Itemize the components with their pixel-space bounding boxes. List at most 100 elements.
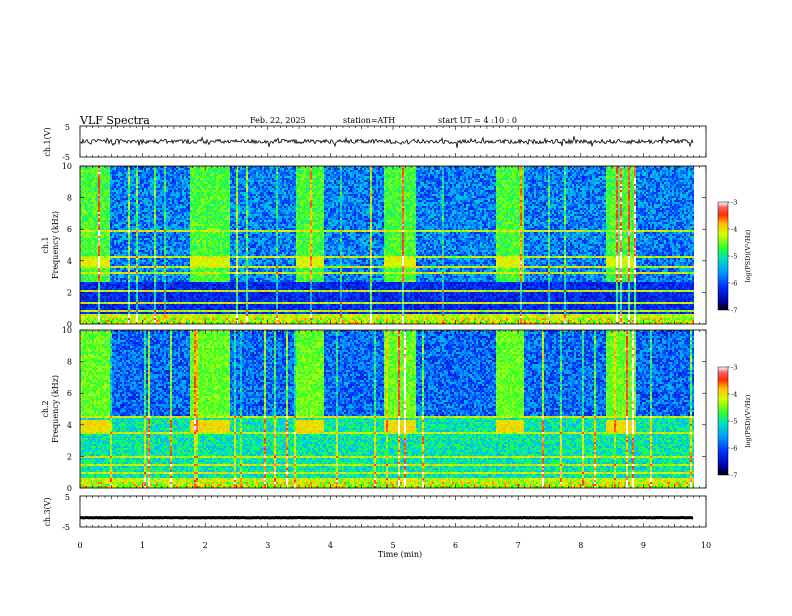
spectrogram-cell xyxy=(126,224,128,226)
spectrogram-cell xyxy=(134,316,136,318)
spectrogram-cell xyxy=(118,294,120,296)
spectrogram-cell xyxy=(124,226,126,228)
spectrogram-cell xyxy=(184,206,186,208)
spectrogram-cell xyxy=(106,298,108,300)
spectrogram-cell xyxy=(166,256,168,258)
spectrogram-cell xyxy=(102,276,104,278)
spectrogram-cell xyxy=(118,262,120,264)
spectrogram-cell xyxy=(162,270,164,272)
spectrogram-cell xyxy=(158,238,160,240)
spectrogram-cell xyxy=(164,172,166,174)
spectrogram-cell xyxy=(110,228,112,230)
spectrogram-cell xyxy=(94,210,96,212)
spectrogram-cell xyxy=(114,308,116,310)
spectrogram-cell xyxy=(134,250,136,252)
spectrogram-cell xyxy=(138,200,140,202)
spectrogram-cell xyxy=(132,236,134,238)
spectrogram-cell xyxy=(184,304,186,306)
spectrogram-cell xyxy=(174,276,176,278)
spectrogram-cell xyxy=(162,288,164,290)
spectrogram-cell xyxy=(110,276,112,278)
spectrogram-cell xyxy=(130,278,132,280)
spectrogram-cell xyxy=(156,266,158,268)
spectrogram-cell xyxy=(136,280,138,282)
spectrogram-cell xyxy=(92,306,94,308)
spectrogram-cell xyxy=(160,184,162,186)
spectrogram-cell xyxy=(142,254,144,256)
spectrogram-cell xyxy=(194,306,196,308)
spectrogram-cell xyxy=(184,198,186,200)
spectrogram-cell xyxy=(126,242,128,244)
spectrogram-cell xyxy=(96,220,98,222)
spectrogram-cell xyxy=(94,222,96,224)
spectrogram-cell xyxy=(158,220,160,222)
spectrogram-cell xyxy=(196,218,198,220)
spectrogram-cell xyxy=(126,198,128,200)
spectrogram-cell xyxy=(116,226,118,228)
spectrogram-cell xyxy=(192,208,194,210)
spectrogram-cell xyxy=(82,186,84,188)
spectrogram-cell xyxy=(126,218,128,220)
spectrogram-cell xyxy=(148,256,150,258)
spectrogram-cell xyxy=(154,302,156,304)
spectrogram-cell xyxy=(116,230,118,232)
spectrogram-cell xyxy=(194,198,196,200)
spectrogram-cell xyxy=(168,198,170,200)
spectrogram-cell xyxy=(154,252,156,254)
spectrogram-cell xyxy=(192,214,194,216)
spectrogram-cell xyxy=(196,240,198,242)
spectrogram-cell xyxy=(190,216,192,218)
spectrogram-cell xyxy=(162,204,164,206)
spectrogram-cell xyxy=(126,262,128,264)
spectrogram-cell xyxy=(108,218,110,220)
spectrogram-cell xyxy=(114,290,116,292)
spectrogram-cell xyxy=(174,270,176,272)
spectrogram-cell xyxy=(102,192,104,194)
spectrogram-cell xyxy=(164,222,166,224)
spectrogram-cell xyxy=(124,174,126,176)
spectrogram-cell xyxy=(190,312,192,314)
spectrogram-cell xyxy=(140,192,142,194)
spectrogram-cell xyxy=(88,228,90,230)
spectrogram-cell xyxy=(110,218,112,220)
spectrogram-cell xyxy=(136,282,138,284)
spectrogram-cell xyxy=(144,224,146,226)
spectrogram-cell xyxy=(196,290,198,292)
spectrogram-cell xyxy=(110,192,112,194)
spectrogram-cell xyxy=(180,256,182,258)
spectrogram-cell xyxy=(144,188,146,190)
spectrogram-cell xyxy=(138,304,140,306)
spectrogram-cell xyxy=(186,244,188,246)
spectrogram-cell xyxy=(92,264,94,266)
spectrogram-cell xyxy=(188,304,190,306)
spectrogram-cell xyxy=(90,206,92,208)
spectrogram-cell xyxy=(112,218,114,220)
spectrogram-cell xyxy=(188,288,190,290)
spectrogram-cell xyxy=(136,270,138,272)
spectrogram-cell xyxy=(94,186,96,188)
spectrogram-cell xyxy=(160,318,162,320)
spectrogram-cell xyxy=(116,232,118,234)
spectrogram-cell xyxy=(112,280,114,282)
spectrogram-cell xyxy=(130,298,132,300)
spectrogram-cell xyxy=(86,306,88,308)
spectrogram-cell xyxy=(192,236,194,238)
spectrogram-cell xyxy=(168,216,170,218)
spectrogram-cell xyxy=(194,224,196,226)
spectrogram-cell xyxy=(142,250,144,252)
spectrogram-cell xyxy=(82,172,84,174)
spectrogram-cell xyxy=(82,304,84,306)
spectrogram-cell xyxy=(110,278,112,280)
spectrogram-cell xyxy=(182,174,184,176)
spectrogram-cell xyxy=(150,292,152,294)
spectrogram-cell xyxy=(162,250,164,252)
spectrogram-cell xyxy=(144,302,146,304)
spectrogram-cell xyxy=(200,228,202,230)
spectrogram-cell xyxy=(98,200,100,202)
spectrogram-cell xyxy=(124,268,126,270)
spectrogram-cell xyxy=(178,168,180,170)
spectrogram-cell xyxy=(160,256,162,258)
spectrogram-cell xyxy=(192,258,194,260)
spectrogram-cell xyxy=(178,292,180,294)
spectrogram-cell xyxy=(110,274,112,276)
